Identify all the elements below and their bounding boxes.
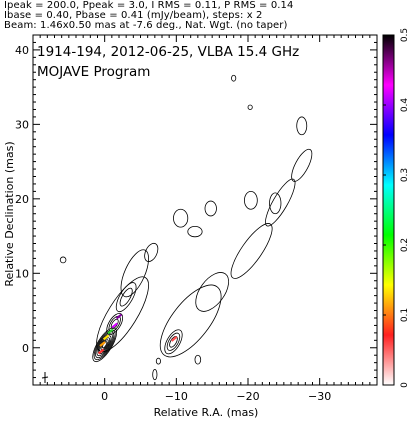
contour-blob-left — [59, 256, 67, 264]
header-line-2: Ibase = 0.40, Pbase = 0.41 (mJy/beam), s… — [4, 10, 263, 21]
x-tick-label: −30 — [308, 390, 331, 403]
x-tick-label: −20 — [236, 390, 259, 403]
header-line-1: Ipeak = 200.0, Ppeak = 3.0, I RMS = 0.11… — [4, 0, 294, 11]
contour-cloud-6 — [296, 116, 308, 136]
colorbar-tick-label: 0.3 — [400, 168, 409, 182]
contour-right-jet — [159, 284, 222, 358]
contour-outer-left-jet — [96, 276, 149, 353]
contour-cloud-4 — [244, 190, 258, 210]
contour-blob-bl-2 — [152, 368, 158, 381]
header-line-3: Beam: 1.46x0.50 mas at -7.6 deg., Nat. W… — [4, 20, 288, 31]
contour-knot-a — [108, 315, 121, 332]
y-tick-label: 20 — [15, 193, 29, 206]
x-tick-label: 0 — [101, 390, 108, 403]
pol-vector — [99, 341, 106, 347]
contour-cloud-1 — [173, 208, 189, 228]
contour-blob-top — [231, 74, 237, 82]
y-tick-label: 30 — [15, 118, 29, 131]
contour-right-core — [169, 336, 178, 348]
contour-core — [93, 329, 116, 361]
contour-right-core — [166, 332, 181, 351]
contour-blob-bl-3 — [155, 357, 161, 365]
contour-cloud-3 — [204, 200, 217, 217]
pol-vector — [102, 334, 110, 341]
contour-cloud-5 — [269, 192, 282, 215]
y-axis-title: Relative Declination (mas) — [3, 141, 16, 286]
pol-vector — [107, 328, 114, 335]
map-subtitle: MOJAVE Program — [37, 64, 150, 80]
pol-vector — [170, 335, 178, 342]
contour-layer — [59, 74, 313, 381]
contour-knot-a — [106, 312, 124, 335]
contour-right-core — [164, 329, 183, 355]
y-tick-label: 40 — [15, 44, 29, 57]
contour-blob-bl-1 — [194, 354, 202, 365]
contour-blob-top-2 — [247, 104, 253, 110]
beam-marker — [41, 372, 49, 383]
x-axis-title: Relative R.A. (mas) — [154, 406, 259, 419]
contour-right-top — [291, 148, 313, 182]
colorbar-tick-label: 0.1 — [400, 308, 409, 322]
pol-vector — [111, 322, 118, 329]
contour-cloud-2 — [187, 225, 203, 238]
colorbar-tick-label: 0 — [400, 382, 409, 388]
x-tick-label: −10 — [165, 390, 188, 403]
contour-right-mid — [195, 272, 229, 312]
contour-right-upper — [265, 178, 296, 227]
contour-right-long — [230, 223, 273, 279]
colorbar — [382, 34, 395, 386]
axis-ticks: 0 −10 −20 −30 0 10 20 30 40 — [15, 34, 378, 403]
y-tick-label: 0 — [22, 342, 29, 355]
colorbar-tick-label: 0.4 — [400, 98, 409, 113]
colorbar-ticks: 0 0.1 0.2 0.3 0.4 0.5 — [383, 28, 409, 388]
contour-knot-b — [115, 282, 137, 313]
contour-knot-a — [110, 318, 119, 330]
polarization-layer — [97, 313, 178, 355]
pol-vector — [115, 313, 123, 320]
map-title: 1914-194, 2012-06-25, VLBA 15.4 GHz — [37, 44, 299, 60]
colorbar-tick-label: 0.5 — [400, 28, 409, 42]
contour-left-upper — [144, 242, 159, 262]
contour-left-plume — [120, 249, 149, 298]
contour-core — [95, 331, 115, 359]
colorbar-tick-label: 0.2 — [400, 238, 409, 252]
pol-vector — [97, 348, 105, 355]
y-tick-label: 10 — [15, 267, 29, 280]
